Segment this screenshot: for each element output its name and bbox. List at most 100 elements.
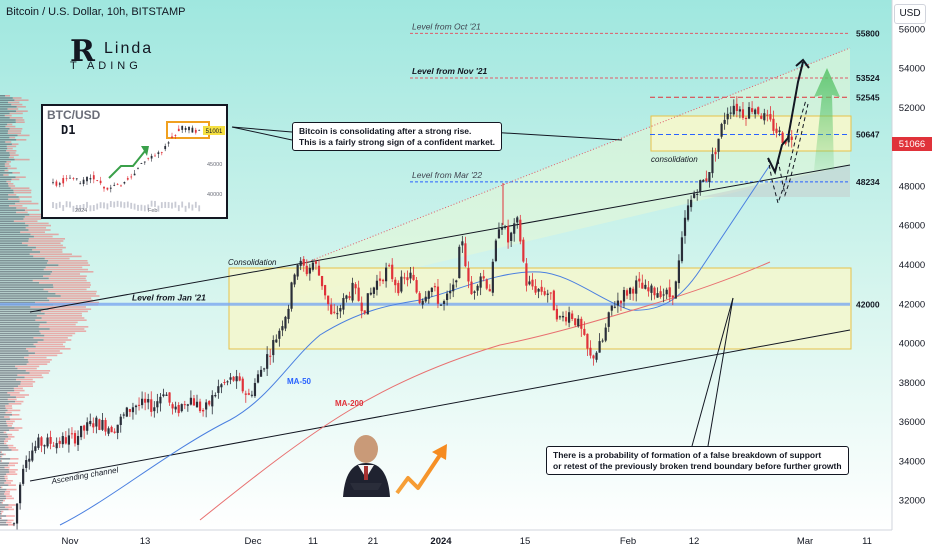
volume-bar-sell	[1, 486, 3, 489]
volume-bar-sell	[1, 460, 2, 462]
volume-bar-sell	[7, 444, 14, 447]
volume-bar-buy	[0, 374, 18, 376]
volume-bar-buy	[0, 436, 9, 438]
volume-bar-buy	[0, 227, 26, 229]
volume-bar-buy	[0, 376, 25, 379]
candle-body	[430, 287, 433, 293]
volume-bar-buy	[0, 279, 33, 282]
volume-bar-sell	[48, 277, 86, 280]
currency-button[interactable]: USD	[894, 4, 926, 24]
candle-body	[705, 178, 708, 182]
candle-body	[671, 295, 674, 298]
level-lines: Level from Oct '21 55800 Level from Nov '2…	[0, 21, 880, 309]
candle-body	[131, 407, 135, 413]
volume-bar-sell	[6, 161, 11, 163]
volume-bar-buy	[0, 200, 20, 203]
candle-body	[137, 404, 141, 406]
volume-bar-buy	[0, 218, 24, 220]
volume-bar-sell	[53, 286, 91, 288]
candle-body	[720, 123, 723, 137]
volume-bar-sell	[20, 383, 33, 385]
volume-bar-buy	[0, 444, 8, 447]
volume-bar-sell	[4, 482, 12, 484]
candle-body	[436, 286, 440, 304]
volume-bar-buy	[0, 211, 17, 214]
volume-bar-sell	[36, 315, 82, 317]
volume-bar-sell	[9, 462, 19, 464]
volume-bar-buy	[0, 365, 16, 368]
volume-bar-sell	[8, 403, 22, 405]
level-value: 53524	[856, 73, 880, 83]
candle-body	[778, 130, 781, 132]
volume-bar-buy	[0, 350, 29, 352]
candle-body	[34, 446, 37, 451]
candle-body	[235, 376, 238, 382]
volume-bar-sell	[27, 244, 63, 247]
volume-bar-sell	[16, 106, 26, 108]
volume-bar-sell	[7, 392, 20, 394]
volume-bar-sell	[3, 499, 5, 502]
volume-bar-sell	[8, 484, 16, 486]
volume-bar-buy	[0, 224, 29, 227]
inset-y-label-2: 40000	[207, 192, 222, 198]
candle-body	[702, 179, 705, 182]
volume-bar-sell	[18, 196, 32, 198]
volume-bar-sell	[6, 480, 13, 482]
volume-bar-buy	[0, 172, 13, 174]
volume-bar-sell	[8, 101, 20, 104]
candle-body	[244, 393, 247, 395]
candle-body	[37, 437, 40, 448]
volume-bar-buy	[0, 242, 22, 244]
y-tick-label: 42000	[899, 299, 925, 310]
arrow-head-black	[795, 58, 810, 69]
volume-bar-buy	[0, 125, 6, 128]
channel-upper-line	[29, 164, 851, 313]
volume-bar-buy	[0, 101, 9, 104]
volume-bar-sell	[15, 119, 25, 121]
candle-body	[354, 284, 357, 289]
volume-bar-sell	[8, 205, 23, 207]
candle-body	[784, 141, 787, 144]
candle-body	[369, 292, 372, 295]
candle-body	[113, 431, 116, 433]
trend-dotted-line	[299, 47, 851, 266]
volume-bar-buy	[0, 273, 51, 275]
candle-body	[119, 416, 122, 425]
volume-bar-sell	[6, 497, 14, 500]
candle-body	[86, 422, 89, 431]
volume-bar-buy	[0, 332, 41, 335]
consolidation-top-label: Consolidation	[228, 258, 277, 267]
volume-bar-buy	[0, 260, 49, 262]
candle-body	[357, 287, 360, 301]
candle-body	[619, 300, 623, 304]
candle-body	[580, 318, 583, 329]
volume-bar-buy	[0, 433, 8, 436]
volume-bar-buy	[0, 141, 6, 143]
volume-profile	[0, 95, 100, 526]
volume-bar-sell	[44, 334, 73, 337]
volume-bar-sell	[8, 464, 15, 467]
volume-bar-buy	[0, 372, 30, 374]
candle-body	[327, 295, 330, 305]
y-tick-label: 34000	[899, 456, 925, 467]
candle-body	[302, 258, 305, 266]
y-tick-label: 36000	[899, 417, 925, 428]
y-tick-label: 40000	[899, 339, 925, 350]
candle-body	[717, 138, 720, 152]
price-axis: 32000 34000 36000 38000 40000 42000 44000 46000…	[891, 0, 932, 530]
candle-body	[134, 405, 138, 408]
volume-bar-sell	[5, 141, 12, 143]
volume-bar-sell	[8, 504, 16, 506]
volume-bar-buy	[0, 136, 10, 139]
volume-bar-buy	[0, 191, 14, 194]
volume-bar-sell	[45, 266, 83, 269]
candle-body	[314, 261, 318, 264]
candle-body	[55, 443, 58, 449]
volume-bar-sell	[8, 194, 17, 196]
volume-bar-sell	[9, 112, 23, 115]
candle-body	[345, 295, 348, 299]
candle-body	[259, 369, 263, 377]
volume-bar-sell	[26, 363, 48, 365]
